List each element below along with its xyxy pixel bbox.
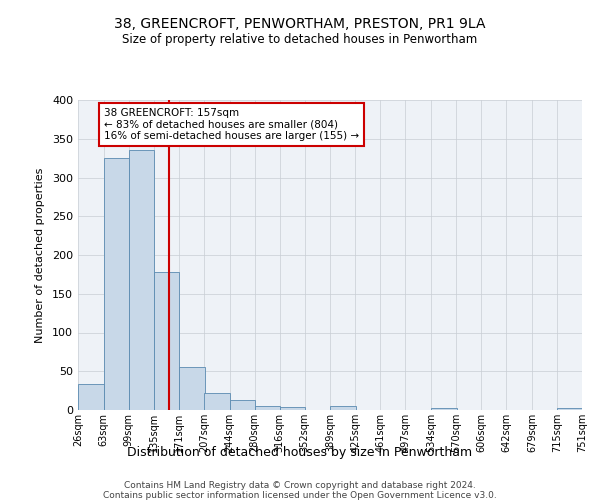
Bar: [230, 400, 255, 410]
Text: Distribution of detached houses by size in Penwortham: Distribution of detached houses by size …: [127, 446, 473, 459]
Bar: [129, 150, 154, 410]
Text: Contains HM Land Registry data © Crown copyright and database right 2024.: Contains HM Land Registry data © Crown c…: [124, 482, 476, 490]
Bar: [204, 393, 230, 410]
Text: 38 GREENCROFT: 157sqm
← 83% of detached houses are smaller (804)
16% of semi-det: 38 GREENCROFT: 157sqm ← 83% of detached …: [104, 108, 359, 141]
Bar: [179, 366, 205, 410]
Text: 38, GREENCROFT, PENWORTHAM, PRESTON, PR1 9LA: 38, GREENCROFT, PENWORTHAM, PRESTON, PR1…: [114, 18, 486, 32]
Text: Contains public sector information licensed under the Open Government Licence v3: Contains public sector information licen…: [103, 490, 497, 500]
Bar: [78, 384, 104, 410]
Y-axis label: Number of detached properties: Number of detached properties: [35, 168, 45, 342]
Bar: [557, 408, 583, 410]
Bar: [154, 272, 179, 410]
Text: Size of property relative to detached houses in Penwortham: Size of property relative to detached ho…: [122, 32, 478, 46]
Bar: [104, 158, 130, 410]
Bar: [254, 406, 280, 410]
Bar: [280, 407, 305, 410]
Bar: [331, 406, 356, 410]
Bar: [431, 408, 457, 410]
